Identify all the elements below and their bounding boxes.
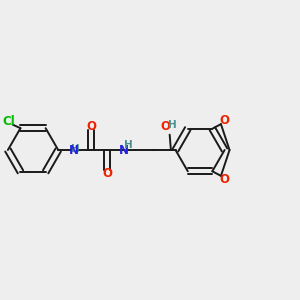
Text: H: H (124, 140, 133, 150)
Text: N: N (119, 143, 129, 157)
Text: N: N (69, 144, 79, 157)
Text: O: O (219, 114, 229, 127)
Text: O: O (219, 173, 229, 186)
Text: H: H (71, 144, 80, 154)
Text: H: H (168, 120, 176, 130)
Text: O: O (102, 167, 112, 180)
Text: O: O (160, 120, 170, 133)
Text: Cl: Cl (2, 115, 15, 128)
Text: O: O (86, 120, 96, 133)
